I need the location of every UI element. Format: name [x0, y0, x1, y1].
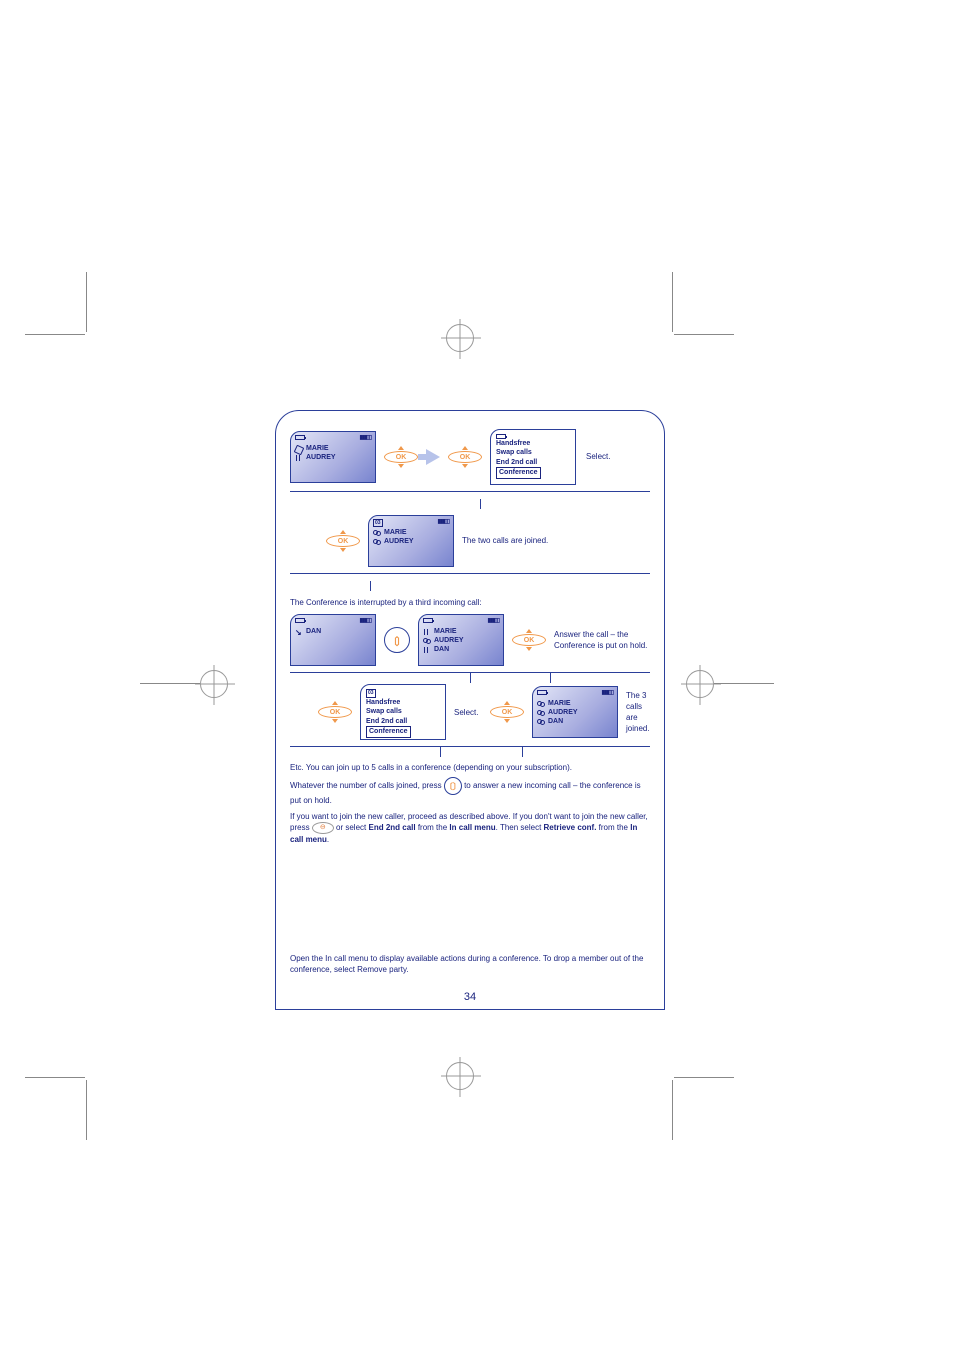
instruction-text: The 3 calls are joined. — [626, 690, 650, 735]
menu-item-selected: Conference — [496, 467, 541, 478]
arrow-right-icon — [426, 449, 440, 465]
ok-key-icon: OK — [326, 535, 360, 547]
in-call-menu-screen: Handsfree Swap calls End 2nd call Confer… — [490, 429, 576, 485]
caller-name: MARIE — [306, 445, 329, 454]
caller-name: DAN — [434, 646, 449, 655]
menu-item: Handsfree — [366, 698, 440, 707]
caller-name: AUDREY — [434, 637, 464, 646]
note-join-or-end: If you want to join the new caller, proc… — [290, 811, 650, 845]
menu-item: Handsfree — [496, 439, 570, 448]
footer-note: Open the In call menu to display availab… — [290, 953, 650, 975]
manual-page: ▮▮▮▯▯ MARIE AUDREY OK OK Handsfree Swap … — [275, 410, 665, 1010]
section-header: The Conference is interrupted by a third… — [290, 597, 650, 608]
caller-name: MARIE — [434, 628, 457, 637]
menu-item: Swap calls — [366, 707, 440, 716]
note-max-calls: Etc. You can join up to 5 calls in a con… — [290, 762, 650, 773]
end-key-icon: ⊖ — [312, 822, 334, 834]
in-call-menu-screen: 03 Handsfree Swap calls End 2nd call Con… — [360, 684, 446, 740]
caller-name: DAN — [548, 718, 563, 727]
ok-key-icon: OK — [448, 451, 482, 463]
note-answer-new: Whatever the number of calls joined, pre… — [290, 777, 650, 806]
phone-screen-active-hold: ▮▮▮▯▯ MARIE AUDREY — [290, 431, 376, 483]
instruction-text: The two calls are joined. — [462, 535, 548, 546]
ok-key-icon: OK — [318, 706, 352, 718]
instruction-text: Select. — [586, 451, 610, 462]
phone-screen-conference-2: 03▮▮▮▯▯ MARIE AUDREY — [368, 515, 454, 567]
phone-screen-conference-3: ▮▮▮▯▯ MARIE AUDREY DAN — [532, 686, 618, 738]
caller-name: MARIE — [384, 529, 407, 538]
ok-key-icon: OK — [512, 634, 546, 646]
row-join-third: OK 03 Handsfree Swap calls End 2nd call … — [290, 684, 650, 740]
phone-screen-incoming: ▮▮▮▯▯ DAN — [290, 614, 376, 666]
answer-key-icon: 〔〕 — [444, 777, 462, 795]
instruction-text: Select. — [454, 707, 482, 718]
page-number: 34 — [464, 991, 476, 1003]
menu-item: Swap calls — [496, 448, 570, 457]
ok-key-icon: OK — [490, 706, 524, 718]
caller-name: DAN — [306, 628, 321, 637]
row-conference-joined: OK 03▮▮▮▯▯ MARIE AUDREY The two calls ar… — [290, 515, 650, 567]
caller-name: MARIE — [548, 700, 571, 709]
phone-screen-3callers: ▮▮▮▯▯ MARIE AUDREY DAN — [418, 614, 504, 666]
instruction-text: Answer the call – the Conference is put … — [554, 629, 650, 651]
menu-item: End 2nd call — [366, 717, 440, 726]
caller-name: AUDREY — [548, 709, 578, 718]
answer-key-icon: 〔 — [384, 627, 410, 653]
row-third-incoming: ▮▮▮▯▯ DAN 〔 ▮▮▮▯▯ MARIE AUDREY DAN OK An… — [290, 614, 650, 666]
menu-item-selected: Conference — [366, 726, 411, 737]
ok-key-icon: OK — [384, 451, 418, 463]
caller-name: AUDREY — [306, 454, 336, 463]
row-select-conference: ▮▮▮▯▯ MARIE AUDREY OK OK Handsfree Swap … — [290, 429, 650, 485]
menu-item: End 2nd call — [496, 458, 570, 467]
conf-count-badge: 03 — [373, 519, 383, 527]
caller-name: AUDREY — [384, 538, 414, 547]
